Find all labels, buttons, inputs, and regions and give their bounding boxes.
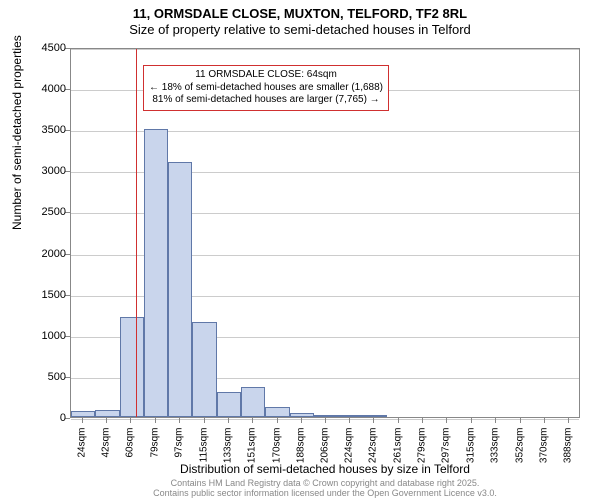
y-tick-label: 2500 xyxy=(16,206,66,218)
histogram-bar xyxy=(144,129,168,417)
chart-title: 11, ORMSDALE CLOSE, MUXTON, TELFORD, TF2… xyxy=(0,0,600,39)
annotation-box: 11 ORMSDALE CLOSE: 64sqm ← 18% of semi-d… xyxy=(143,65,389,111)
gridline xyxy=(71,49,579,50)
histogram-bar xyxy=(71,411,95,417)
x-tick-mark xyxy=(373,418,374,423)
x-tick-mark xyxy=(495,418,496,423)
x-tick-mark xyxy=(82,418,83,423)
y-tick-label: 0 xyxy=(16,412,66,424)
x-tick-mark xyxy=(568,418,569,423)
annotation-line-1: 11 ORMSDALE CLOSE: 64sqm xyxy=(149,69,383,82)
title-line-1: 11, ORMSDALE CLOSE, MUXTON, TELFORD, TF2… xyxy=(0,6,600,22)
footer-line-1: Contains HM Land Registry data © Crown c… xyxy=(70,478,580,488)
y-tick-label: 1000 xyxy=(16,330,66,342)
histogram-bar xyxy=(120,317,144,417)
annotation-line-3: 81% of semi-detached houses are larger (… xyxy=(149,94,383,107)
histogram-bar xyxy=(217,392,241,417)
plot-region: 11 ORMSDALE CLOSE: 64sqm ← 18% of semi-d… xyxy=(70,48,580,418)
x-tick-mark xyxy=(106,418,107,423)
histogram-bar xyxy=(314,415,338,417)
x-tick-mark xyxy=(130,418,131,423)
x-tick-mark xyxy=(228,418,229,423)
histogram-bar xyxy=(95,410,119,417)
histogram-bar xyxy=(338,415,362,417)
x-axis-label: Distribution of semi-detached houses by … xyxy=(70,462,580,476)
y-tick-label: 4500 xyxy=(16,42,66,54)
histogram-bar xyxy=(362,415,386,417)
histogram-bar xyxy=(265,407,289,417)
x-tick-mark xyxy=(179,418,180,423)
title-line-2: Size of property relative to semi-detach… xyxy=(0,22,600,38)
annotation-line-2: ← 18% of semi-detached houses are smalle… xyxy=(149,82,383,95)
histogram-bar xyxy=(290,413,314,417)
chart-area: 11 ORMSDALE CLOSE: 64sqm ← 18% of semi-d… xyxy=(70,48,580,418)
x-tick-mark xyxy=(422,418,423,423)
histogram-bar xyxy=(241,387,265,417)
y-tick-label: 2000 xyxy=(16,248,66,260)
y-tick-label: 500 xyxy=(16,371,66,383)
x-tick-mark xyxy=(349,418,350,423)
y-tick-label: 1500 xyxy=(16,289,66,301)
x-tick-mark xyxy=(301,418,302,423)
x-tick-mark xyxy=(252,418,253,423)
y-tick-label: 3000 xyxy=(16,165,66,177)
x-tick-mark xyxy=(204,418,205,423)
footer-attribution: Contains HM Land Registry data © Crown c… xyxy=(70,478,580,499)
x-tick-mark xyxy=(398,418,399,423)
y-tick-label: 3500 xyxy=(16,124,66,136)
marker-line xyxy=(136,49,137,417)
histogram-bar xyxy=(192,322,216,417)
footer-line-2: Contains public sector information licen… xyxy=(70,488,580,498)
x-tick-mark xyxy=(471,418,472,423)
x-tick-mark xyxy=(325,418,326,423)
x-tick-mark xyxy=(544,418,545,423)
x-tick-mark xyxy=(446,418,447,423)
y-tick-label: 4000 xyxy=(16,83,66,95)
x-tick-mark xyxy=(520,418,521,423)
x-tick-mark xyxy=(277,418,278,423)
histogram-bar xyxy=(168,162,192,417)
x-tick-mark xyxy=(155,418,156,423)
